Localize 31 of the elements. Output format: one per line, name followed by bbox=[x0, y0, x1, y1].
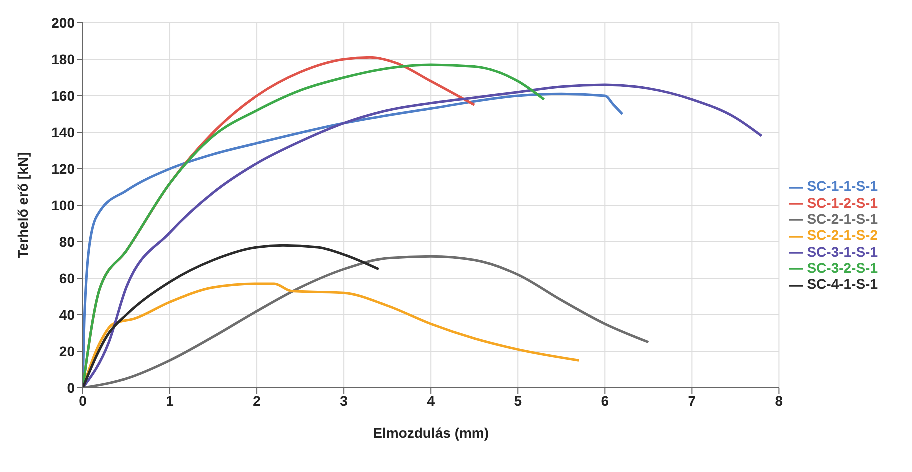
x-tick-label: 3 bbox=[340, 392, 348, 409]
x-tick-label: 8 bbox=[775, 392, 784, 409]
line-series bbox=[83, 84, 764, 388]
y-tick-label: 180 bbox=[52, 51, 76, 68]
x-tick-label: 1 bbox=[166, 392, 174, 409]
y-tick-label: 80 bbox=[59, 234, 76, 250]
x-tick-label: 2 bbox=[253, 392, 262, 409]
y-tick-label: 120 bbox=[52, 160, 76, 177]
legend-label: SC-3-1-S-1 bbox=[807, 244, 878, 260]
x-tick-label: 6 bbox=[601, 392, 610, 409]
y-tick-label: 100 bbox=[52, 197, 76, 214]
y-tick-label: 200 bbox=[52, 14, 76, 31]
legend-label: SC-4-1-S-1 bbox=[807, 276, 878, 292]
y-axis-title: Terhelő erő [kN] bbox=[14, 152, 31, 259]
y-tick-label: 40 bbox=[59, 306, 76, 323]
legend-label: SC-1-1-S-1 bbox=[807, 178, 878, 194]
legend-label: SC-3-2-S-1 bbox=[807, 260, 878, 276]
line-series bbox=[83, 244, 380, 388]
y-tick-label: 0 bbox=[67, 380, 76, 396]
y-tick-label: 20 bbox=[59, 343, 76, 360]
x-tick-label: 0 bbox=[79, 392, 88, 409]
y-tick-label: 160 bbox=[52, 88, 76, 104]
y-tick-label: 140 bbox=[52, 124, 76, 140]
legend-label: SC-2-1-S-1 bbox=[807, 211, 878, 228]
x-tick-label: 4 bbox=[427, 392, 436, 409]
legend-label: SC-2-1-S-2 bbox=[807, 227, 878, 244]
legend-label: SC-1-2-S-1 bbox=[807, 194, 878, 211]
x-tick-label: 5 bbox=[514, 392, 522, 409]
y-tick-label: 60 bbox=[59, 270, 76, 286]
x-axis-title: Elmozdulás (mm) bbox=[373, 425, 490, 441]
x-tick-label: 7 bbox=[688, 392, 696, 409]
